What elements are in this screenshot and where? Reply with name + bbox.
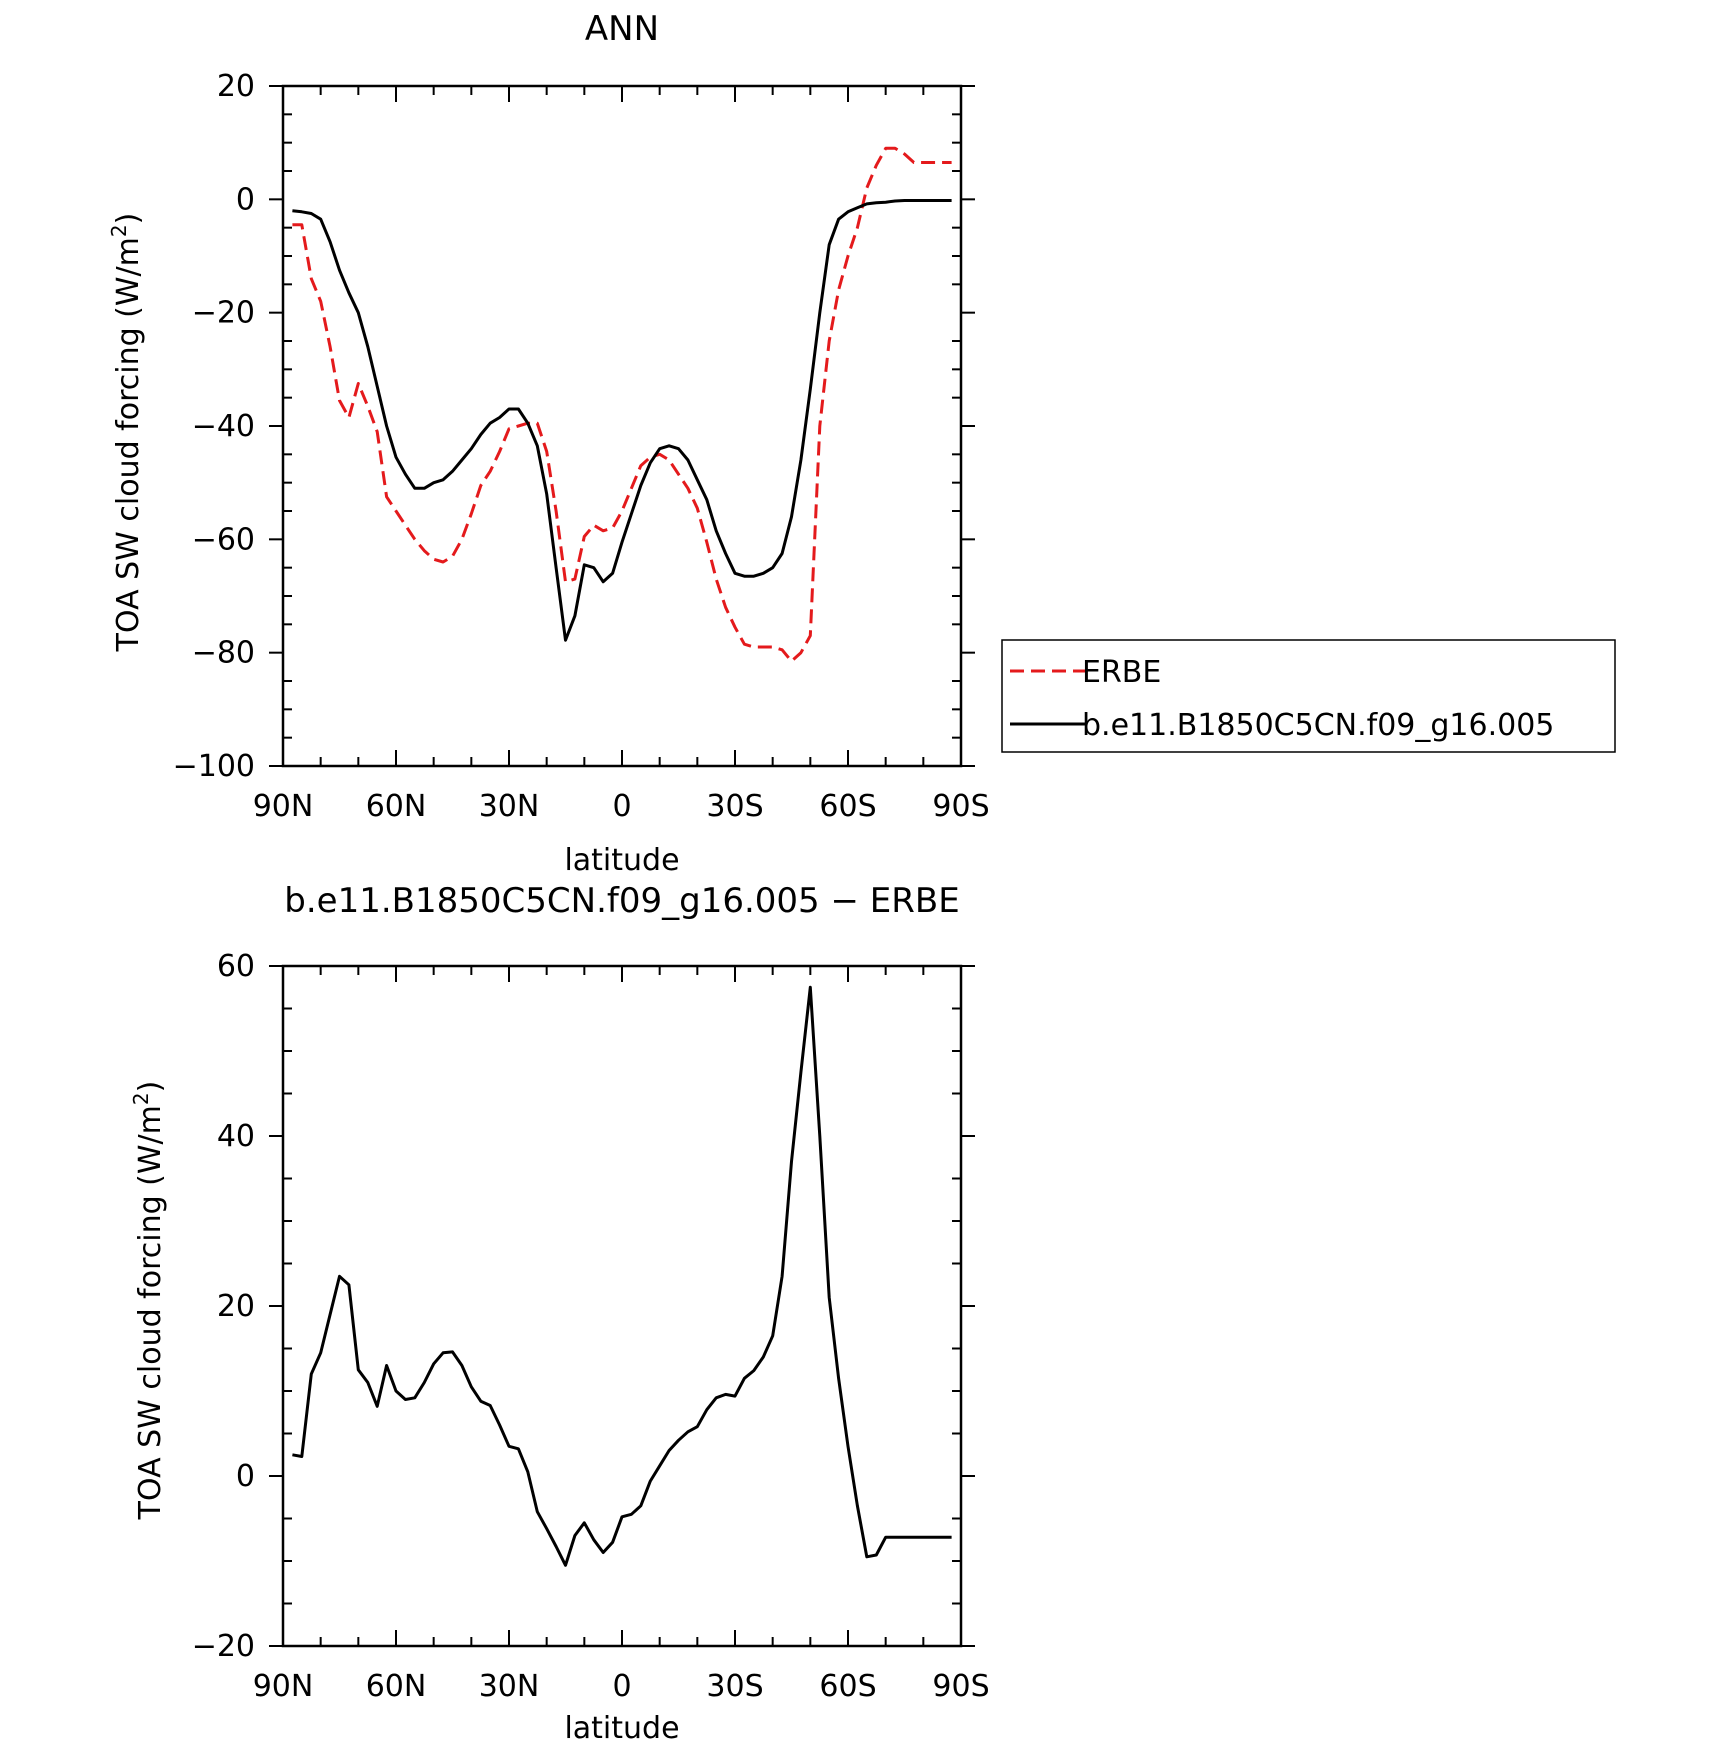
y-axis-label-main: TOA SW cloud forcing (W/m <box>111 237 146 652</box>
plot-frame <box>281 964 963 1648</box>
x-axis-label: latitude <box>564 843 679 878</box>
y-axis-label: TOA SW cloud forcing (W/m2) <box>107 213 146 653</box>
x-tick-label: 60N <box>366 1669 427 1704</box>
plot-area: 90N 60N 30N 0 30S 60S 90S −100 −80 −60 −40 −20 0 20 <box>173 69 990 824</box>
y-tick-label: −60 <box>192 522 255 557</box>
x-tick-label: 60N <box>366 789 427 824</box>
y-tick-label: 20 <box>217 69 255 104</box>
x-tick-label: 90S <box>932 789 989 824</box>
chart-panel-difference: b.e11.B1850C5CN.f09_g16.005 − ERBE 90N 60… <box>129 881 990 1745</box>
x-axis-label: latitude <box>564 1711 679 1745</box>
chart-title: ANN <box>585 9 659 49</box>
series-line-erbe <box>292 146 952 663</box>
x-tick-label: 30N <box>479 789 540 824</box>
y-tick-label: −100 <box>173 749 255 784</box>
y-tick-label: 0 <box>236 182 255 217</box>
y-tick-label: 0 <box>236 1459 255 1494</box>
x-tick-label: 60S <box>819 789 876 824</box>
y-axis-label-superscript: 2 <box>107 224 131 237</box>
plot-frame <box>281 84 963 768</box>
x-tick-label: 30S <box>706 1669 763 1704</box>
y-tick-label: −80 <box>192 636 255 671</box>
x-tick-label: 0 <box>612 789 631 824</box>
legend-label-model: b.e11.B1850C5CN.f09_g16.005 <box>1082 708 1554 743</box>
x-tick-label: 60S <box>819 1669 876 1704</box>
legend-box <box>1001 639 1616 753</box>
y-axis-label-end: ) <box>133 1081 168 1093</box>
y-tick-label: −40 <box>192 409 255 444</box>
chart-panel-annual: ANN 90N 60N 30N 0 30S 60S 90S −100 −80 −60 −40 −20 0… <box>107 9 990 878</box>
x-tick-label: 90N <box>253 789 314 824</box>
y-tick-label: 40 <box>217 1119 255 1154</box>
y-tick-label: 20 <box>217 1289 255 1324</box>
x-tick-label: 0 <box>612 1669 631 1704</box>
y-tick-label: −20 <box>192 296 255 331</box>
legend: ERBE b.e11.B1850C5CN.f09_g16.005 <box>1001 639 1616 753</box>
legend-label-erbe: ERBE <box>1082 655 1161 690</box>
chart-title: b.e11.B1850C5CN.f09_g16.005 − ERBE <box>284 881 959 921</box>
x-tick-label: 90S <box>932 1669 989 1704</box>
y-tick-label: −20 <box>192 1629 255 1664</box>
x-tick-label: 90N <box>253 1669 314 1704</box>
series-line-b-e11-b1850c5cn-f09-g16-005 <box>292 199 952 642</box>
y-axis-label-end: ) <box>111 213 146 225</box>
series-line-difference <box>292 985 952 1567</box>
y-axis-label: TOA SW cloud forcing (W/m2) <box>129 1081 168 1521</box>
y-tick-label: 60 <box>217 949 255 984</box>
y-axis-label-superscript: 2 <box>129 1092 153 1105</box>
y-axis-label-main: TOA SW cloud forcing (W/m <box>133 1105 168 1520</box>
plot-area: 90N 60N 30N 0 30S 60S 90S −20 0 20 40 60 <box>192 949 990 1704</box>
x-tick-label: 30N <box>479 1669 540 1704</box>
x-tick-label: 30S <box>706 789 763 824</box>
